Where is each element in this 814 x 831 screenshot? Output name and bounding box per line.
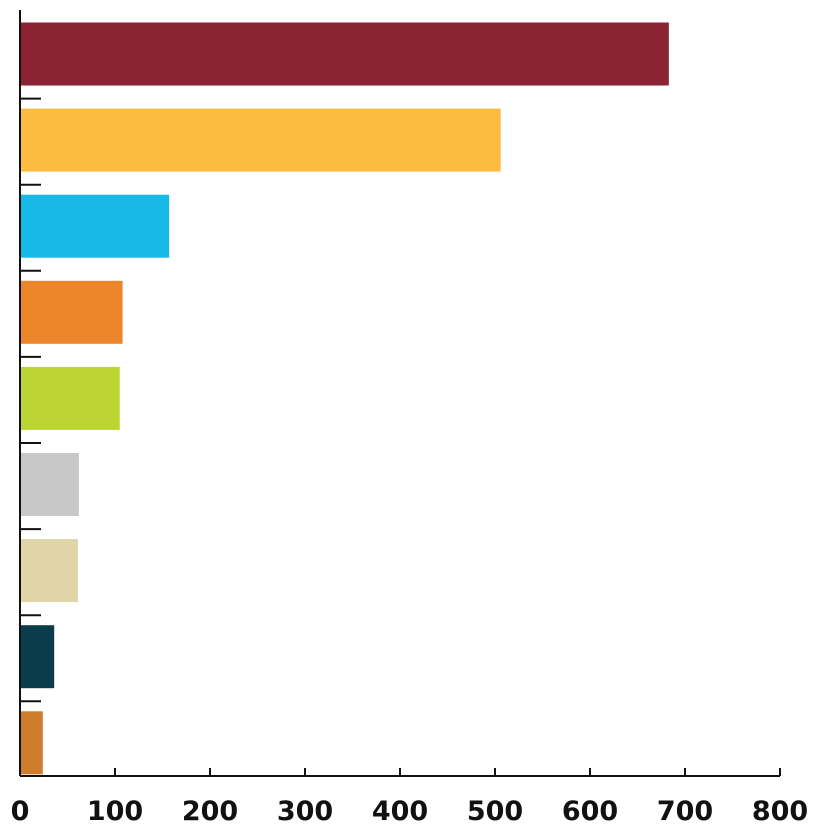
bars-layer	[20, 22, 669, 775]
bar-7	[20, 539, 78, 603]
bar-6	[20, 453, 79, 516]
x-tick-label: 800	[752, 796, 808, 827]
tick-labels: 0 100 200 300 400 500 600 700 800	[11, 796, 809, 827]
x-tick-label: 300	[277, 796, 333, 827]
bar-4	[20, 280, 123, 344]
x-tick-label: 400	[372, 796, 428, 827]
x-tick-label: 0	[11, 796, 30, 827]
bar-9	[20, 711, 43, 775]
x-tick-label: 200	[182, 796, 238, 827]
x-tick-label: 700	[657, 796, 713, 827]
tick-marks	[19, 97, 781, 776]
bar-8	[20, 625, 55, 689]
bar-3	[20, 194, 170, 258]
x-tick-label: 600	[562, 796, 618, 827]
bar-5	[20, 366, 120, 430]
x-tick-label: 500	[467, 796, 523, 827]
bar-2	[20, 108, 501, 172]
bar-1	[20, 22, 669, 86]
x-tick-label: 100	[87, 796, 143, 827]
